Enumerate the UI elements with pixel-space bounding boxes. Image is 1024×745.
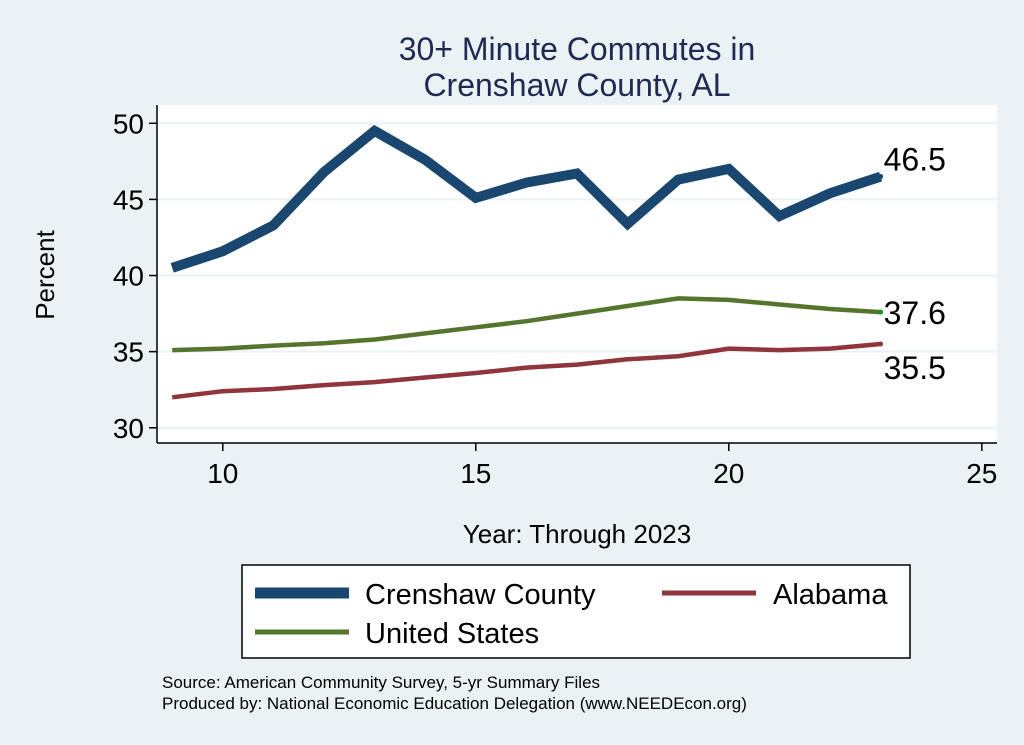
x-tick-label-10: 10: [207, 458, 238, 489]
end-label-united-states: 37.6: [884, 295, 946, 331]
y-tick-label-35: 35: [113, 337, 144, 368]
legend-label-alabama: Alabama: [773, 579, 888, 611]
source-note: Source: American Community Survey, 5-yr …: [162, 673, 600, 692]
series-endpoint-crenshaw-county: [878, 174, 884, 180]
producer-note: Produced by: National Economic Education…: [162, 694, 747, 713]
series-endpoint-united-states: [878, 309, 884, 315]
legend-label-united-states: United States: [365, 618, 539, 650]
chart-title-line-1: 30+ Minute Commutes in: [399, 31, 756, 67]
y-axis-title: Percent: [30, 229, 60, 319]
axes: 30 35 40 45 50 10 15 20 25: [113, 105, 997, 489]
x-tick-label-25: 25: [966, 458, 997, 489]
x-tick-label-20: 20: [713, 458, 744, 489]
end-labels: 46.5 37.6 35.5: [884, 142, 946, 386]
y-tick-label-45: 45: [113, 184, 144, 215]
series-line-united-states: [172, 296, 881, 353]
chart-title-line-2: Crenshaw County, AL: [423, 67, 730, 103]
series-endpoint-alabama: [878, 341, 884, 347]
legend-box: [241, 564, 911, 659]
y-tick-label-40: 40: [113, 261, 144, 292]
x-axis-title: Year: Through 2023: [463, 519, 691, 549]
end-label-alabama: 35.5: [884, 350, 946, 386]
y-tick-label-30: 30: [113, 413, 144, 444]
end-label-crenshaw-county: 46.5: [884, 142, 946, 178]
series-line-alabama: [171, 341, 881, 400]
data-series: [170, 124, 884, 400]
legend-label-crenshaw: Crenshaw County: [365, 579, 596, 611]
legend: Crenshaw County Alabama United States: [241, 564, 911, 659]
plot-area: [157, 105, 997, 443]
y-tick-label-50: 50: [113, 108, 144, 139]
x-tick-label-15: 15: [460, 458, 491, 489]
series-line-crenshaw-county: [170, 124, 883, 273]
